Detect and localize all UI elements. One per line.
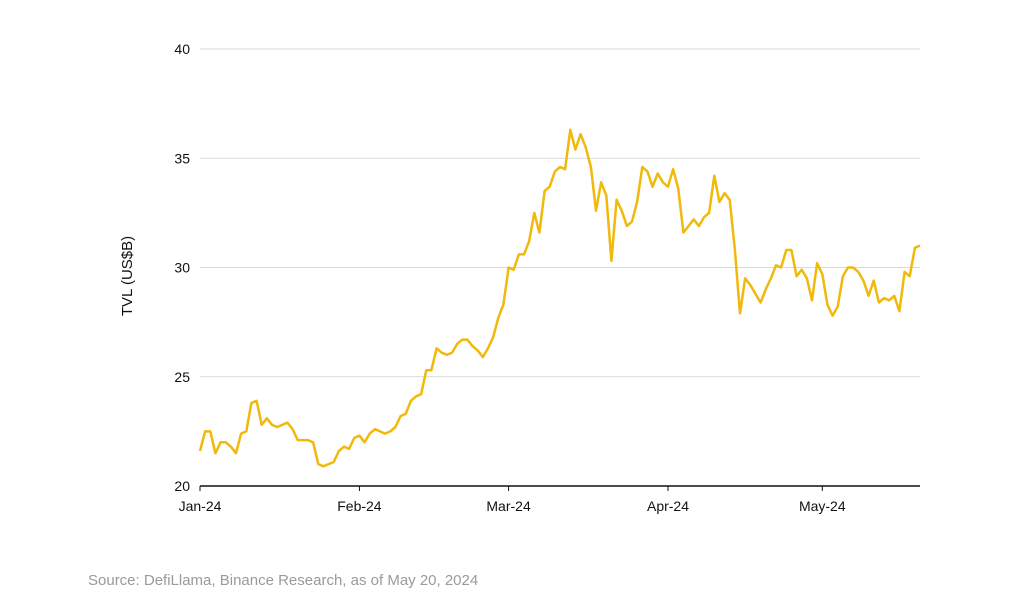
x-tick-label: Mar-24: [486, 498, 531, 514]
y-tick-label: 20: [174, 478, 190, 494]
x-tick-label: Jan-24: [179, 498, 222, 514]
y-axis-title: TVL (US$B): [119, 236, 136, 316]
x-tick-label: Apr-24: [647, 498, 689, 514]
y-axis-ticks: 20 25 30 35 40: [174, 41, 190, 494]
y-tick-label: 30: [174, 260, 190, 276]
tvl-series-line: [198, 128, 921, 468]
source-note: Source: DefiLlama, Binance Research, as …: [88, 572, 479, 589]
y-tick-label: 40: [174, 41, 190, 57]
grid-lines: [200, 48, 920, 378]
tvl-line-chart: 20 25 30 35 40 Jan-24 Feb-24 Mar-24 Apr-24 May-2…: [119, 41, 921, 514]
y-tick-label: 25: [174, 369, 190, 385]
x-tick-label: Feb-24: [337, 498, 382, 514]
y-tick-label: 35: [174, 150, 190, 166]
x-axis-ticks: Jan-24 Feb-24 Mar-24 Apr-24 May-24: [179, 486, 846, 514]
x-tick-label: May-24: [799, 498, 846, 514]
